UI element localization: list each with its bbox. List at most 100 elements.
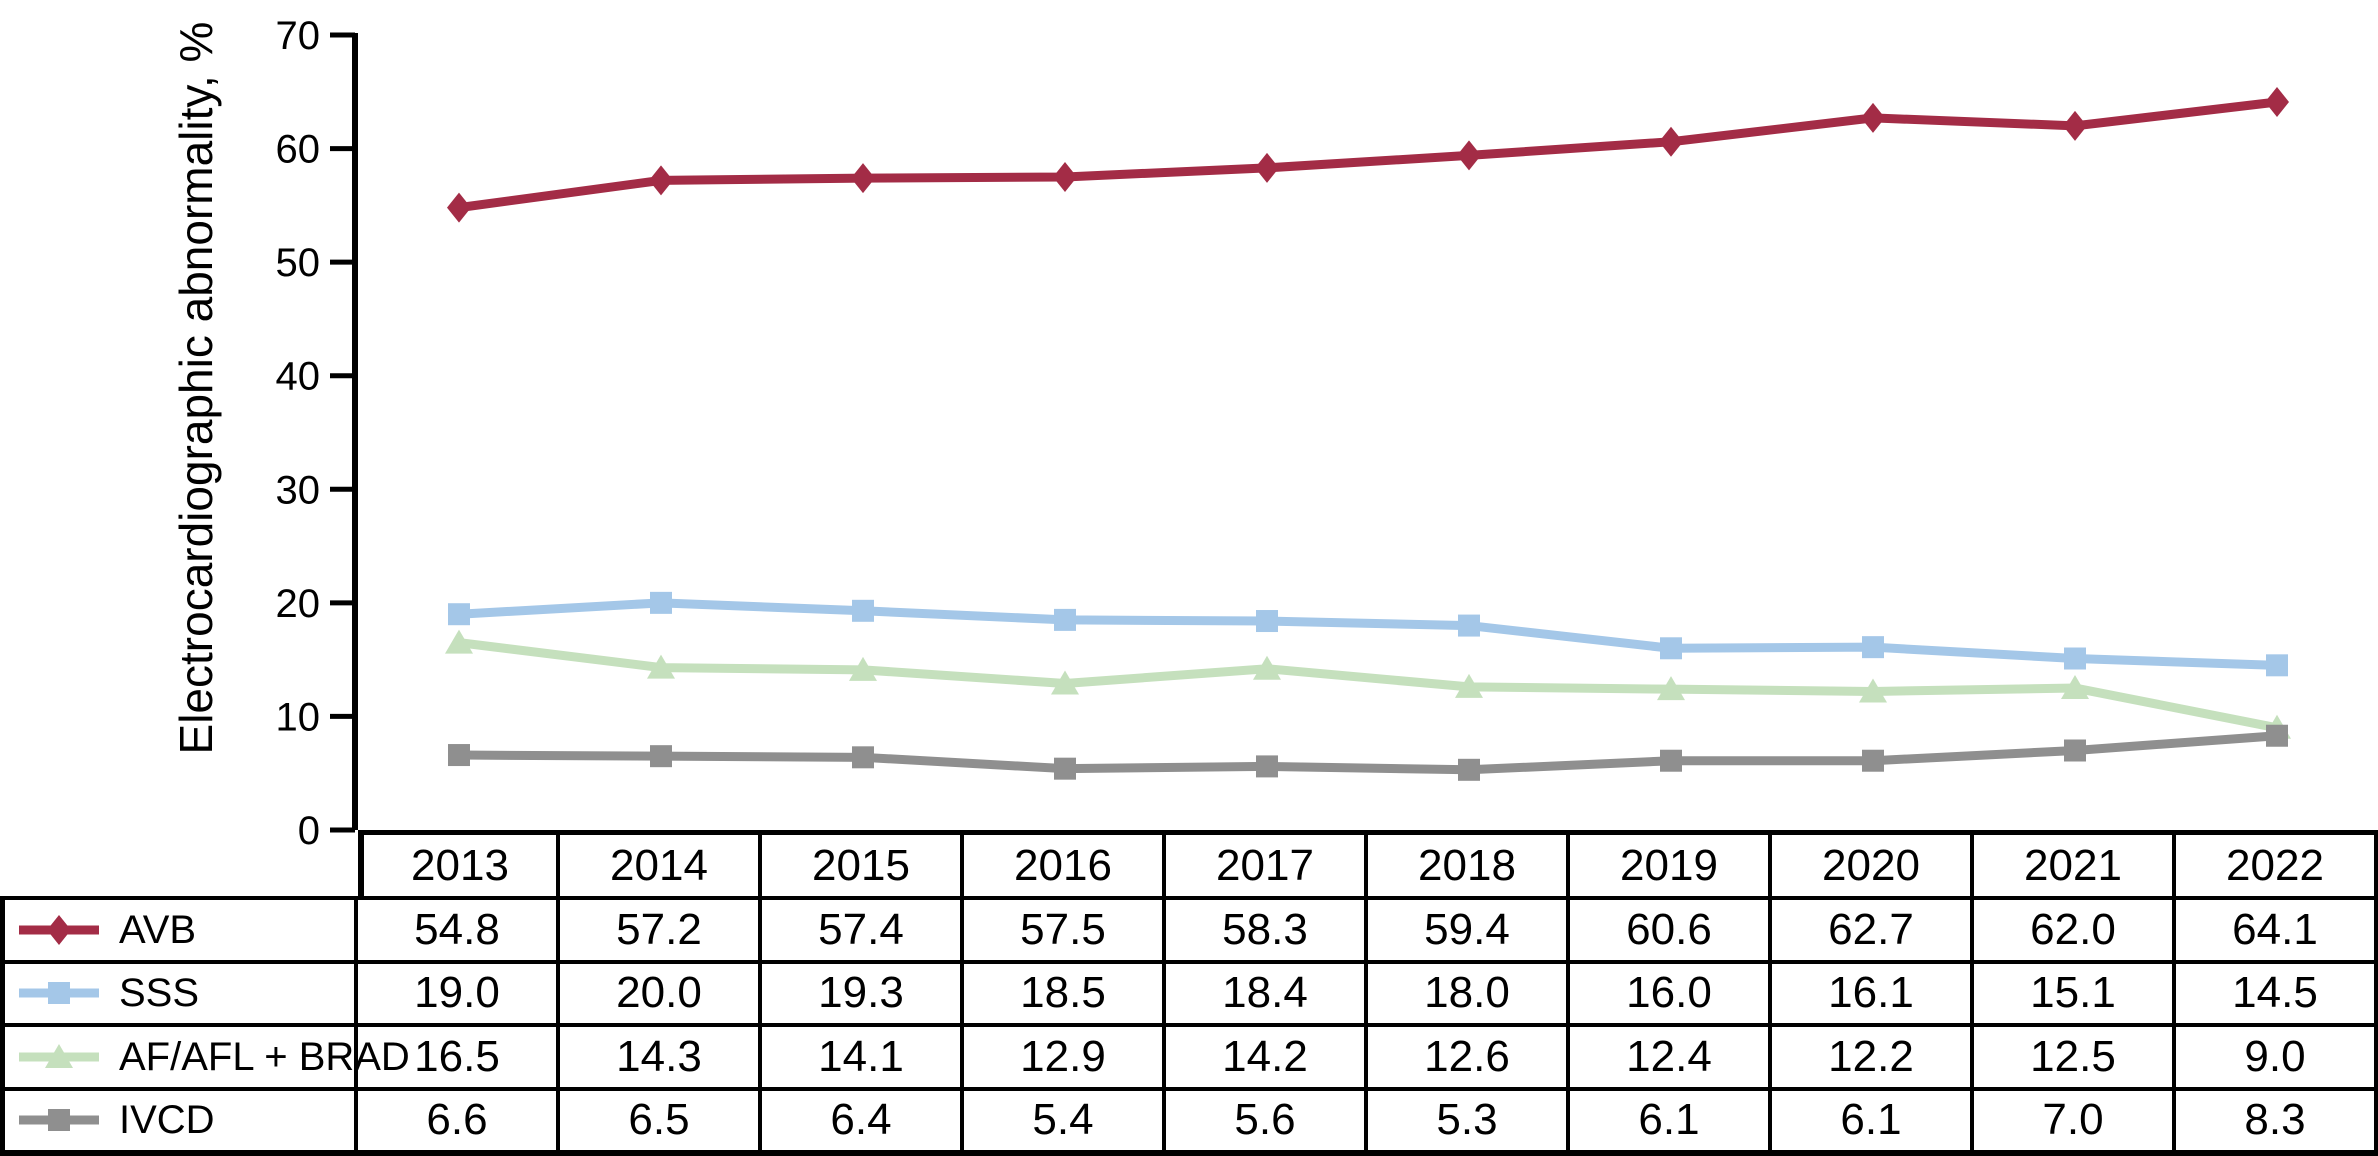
value-cell: 57.5	[964, 896, 1166, 960]
data-point-marker	[851, 163, 875, 194]
value-cell: 6.1	[1570, 1086, 1772, 1150]
y-tick-label: 70	[276, 14, 321, 58]
year-header-cell: 2014	[560, 830, 762, 896]
data-point-marker	[2265, 87, 2289, 118]
value-cell: 14.1	[762, 1023, 964, 1087]
data-point-marker	[852, 599, 874, 622]
year-header-cell: 2017	[1166, 830, 1368, 896]
legend-marker-shape	[48, 1109, 70, 1132]
legend-cell-sss: SSS	[0, 959, 358, 1023]
data-point-marker	[2064, 739, 2086, 762]
year-header-cell: 2013	[358, 830, 560, 896]
y-tick-label: 0	[298, 809, 320, 853]
value-cell: 18.5	[964, 959, 1166, 1023]
data-point-marker	[852, 746, 874, 769]
data-point-marker	[1053, 161, 1077, 192]
data-point-marker	[1458, 614, 1480, 637]
legend-cell-ivcd: IVCD	[0, 1086, 358, 1150]
data-point-marker	[2064, 647, 2086, 670]
y-tick-label: 40	[276, 355, 321, 399]
data-point-marker	[1660, 749, 1682, 772]
data-point-marker	[1457, 140, 1481, 171]
value-cell: 19.3	[762, 959, 964, 1023]
data-point-marker	[849, 656, 877, 681]
legend-marker-shape	[48, 982, 70, 1005]
y-tick-label: 20	[276, 582, 321, 626]
year-header-cell: 2022	[2176, 830, 2378, 896]
y-tick-label: 60	[276, 128, 321, 172]
data-point-marker	[448, 744, 470, 767]
data-point-marker	[1660, 637, 1682, 660]
data-point-marker	[1657, 676, 1685, 701]
data-point-marker	[649, 165, 673, 196]
value-cell: 16.5	[358, 1023, 560, 1087]
value-cell: 12.2	[1772, 1023, 1974, 1087]
table-corner-cell	[0, 830, 358, 896]
data-point-marker	[2061, 675, 2089, 700]
value-cell: 8.3	[2176, 1086, 2378, 1150]
data-point-marker	[1256, 610, 1278, 633]
value-cell: 9.0	[2176, 1023, 2378, 1087]
data-point-marker	[1859, 678, 1887, 703]
value-cell: 57.2	[560, 896, 762, 960]
y-tick-label: 10	[276, 695, 321, 739]
value-cell: 14.2	[1166, 1023, 1368, 1087]
data-point-marker	[1862, 636, 1884, 659]
year-header-cell: 2021	[1974, 830, 2176, 896]
data-point-marker	[1255, 152, 1279, 183]
data-point-marker	[448, 603, 470, 626]
legend-label: AVB	[119, 907, 197, 952]
data-point-marker	[1455, 673, 1483, 698]
value-cell: 18.4	[1166, 959, 1368, 1023]
value-cell: 60.6	[1570, 896, 1772, 960]
value-cell: 5.4	[964, 1086, 1166, 1150]
value-cell: 57.4	[762, 896, 964, 960]
data-point-marker	[2063, 110, 2087, 141]
y-tick-label: 50	[276, 241, 321, 285]
value-cell: 12.9	[964, 1023, 1166, 1087]
y-axis-title: Electrocardiographic abnormality, %	[170, 22, 222, 755]
legend-label: AF/AFL + BRAD	[119, 1034, 410, 1079]
legend-label: SSS	[119, 971, 200, 1016]
value-cell: 62.7	[1772, 896, 1974, 960]
value-cell: 62.0	[1974, 896, 2176, 960]
data-point-marker	[1256, 755, 1278, 778]
data-point-marker	[1862, 749, 1884, 772]
series-avb	[447, 87, 2289, 223]
series-ivcd	[448, 724, 2288, 781]
data-point-marker	[1051, 670, 1079, 695]
year-header-cell: 2019	[1570, 830, 1772, 896]
series-sss	[448, 591, 2288, 677]
data-point-marker	[447, 192, 471, 223]
value-cell: 15.1	[1974, 959, 2176, 1023]
year-header-cell: 2018	[1368, 830, 1570, 896]
series-af-afl-brad	[445, 629, 2291, 739]
legend-marker-square-icon	[19, 982, 99, 1005]
value-cell: 16.0	[1570, 959, 1772, 1023]
data-table: 2013 2014 2015 2016 2017 2018 2019 2020 2021 2022…	[0, 830, 2378, 1156]
year-header-cell: 2020	[1772, 830, 1974, 896]
data-point-marker	[445, 629, 473, 654]
value-cell: 12.6	[1368, 1023, 1570, 1087]
legend-marker-diamond-icon	[19, 914, 99, 945]
value-cell: 19.0	[358, 959, 560, 1023]
legend-cell-avb: AVB	[0, 896, 358, 960]
legend-marker-shape	[45, 1043, 73, 1068]
value-cell: 54.8	[358, 896, 560, 960]
value-cell: 58.3	[1166, 896, 1368, 960]
value-cell: 14.5	[2176, 959, 2378, 1023]
data-point-marker	[1659, 126, 1683, 157]
data-point-marker	[1458, 758, 1480, 781]
value-cell: 16.1	[1772, 959, 1974, 1023]
value-cell: 7.0	[1974, 1086, 2176, 1150]
data-point-marker	[2266, 724, 2288, 747]
year-header-cell: 2016	[964, 830, 1166, 896]
data-point-marker	[1054, 608, 1076, 631]
value-cell: 6.4	[762, 1086, 964, 1150]
value-cell: 6.5	[560, 1086, 762, 1150]
value-cell: 12.4	[1570, 1023, 1772, 1087]
data-point-marker	[1861, 102, 1885, 133]
value-cell: 6.1	[1772, 1086, 1974, 1150]
value-cell: 5.6	[1166, 1086, 1368, 1150]
